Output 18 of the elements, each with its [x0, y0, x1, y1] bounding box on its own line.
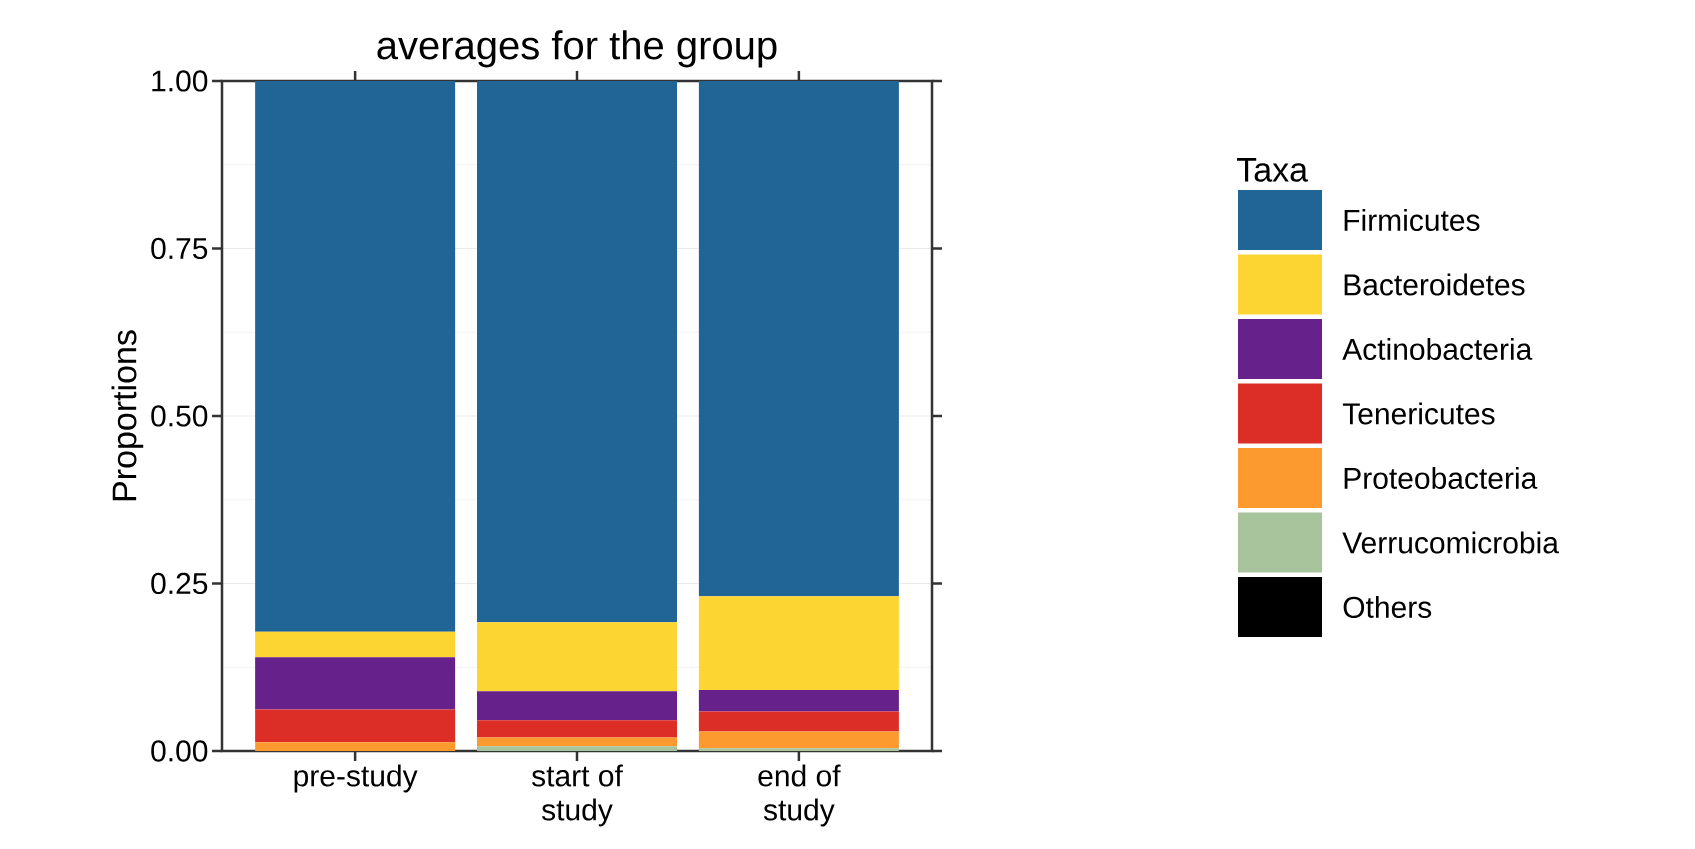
- legend-label: Verrucomicrobia: [1342, 531, 1559, 554]
- legend-label: Proteobacteria: [1344, 466, 1538, 490]
- legend-label: Bacteroidetes: [1344, 273, 1525, 296]
- y-tick-label: 0.25: [151, 572, 208, 595]
- legend-label: Firmicutes: [1344, 208, 1480, 232]
- y-tick-label: 0.50: [151, 405, 208, 427]
- x-tick-label: end of study: [758, 764, 841, 827]
- legend-label: Tenericutes: [1342, 402, 1495, 425]
- y-axis-title: Proportions: [111, 330, 144, 501]
- x-tick-label: pre-study: [294, 764, 418, 793]
- x-tick-label: start of study: [531, 764, 623, 827]
- y-tick-label: 1.00: [152, 70, 208, 92]
- legend-label: Actinobacteria: [1342, 337, 1533, 361]
- legend-label: Others: [1343, 595, 1432, 619]
- y-tick-label: 0.75: [151, 237, 208, 260]
- y-tick-label: 0.00: [151, 740, 208, 762]
- legend-title: Taxa: [1236, 158, 1309, 182]
- chart-title: averages for the group: [377, 30, 777, 68]
